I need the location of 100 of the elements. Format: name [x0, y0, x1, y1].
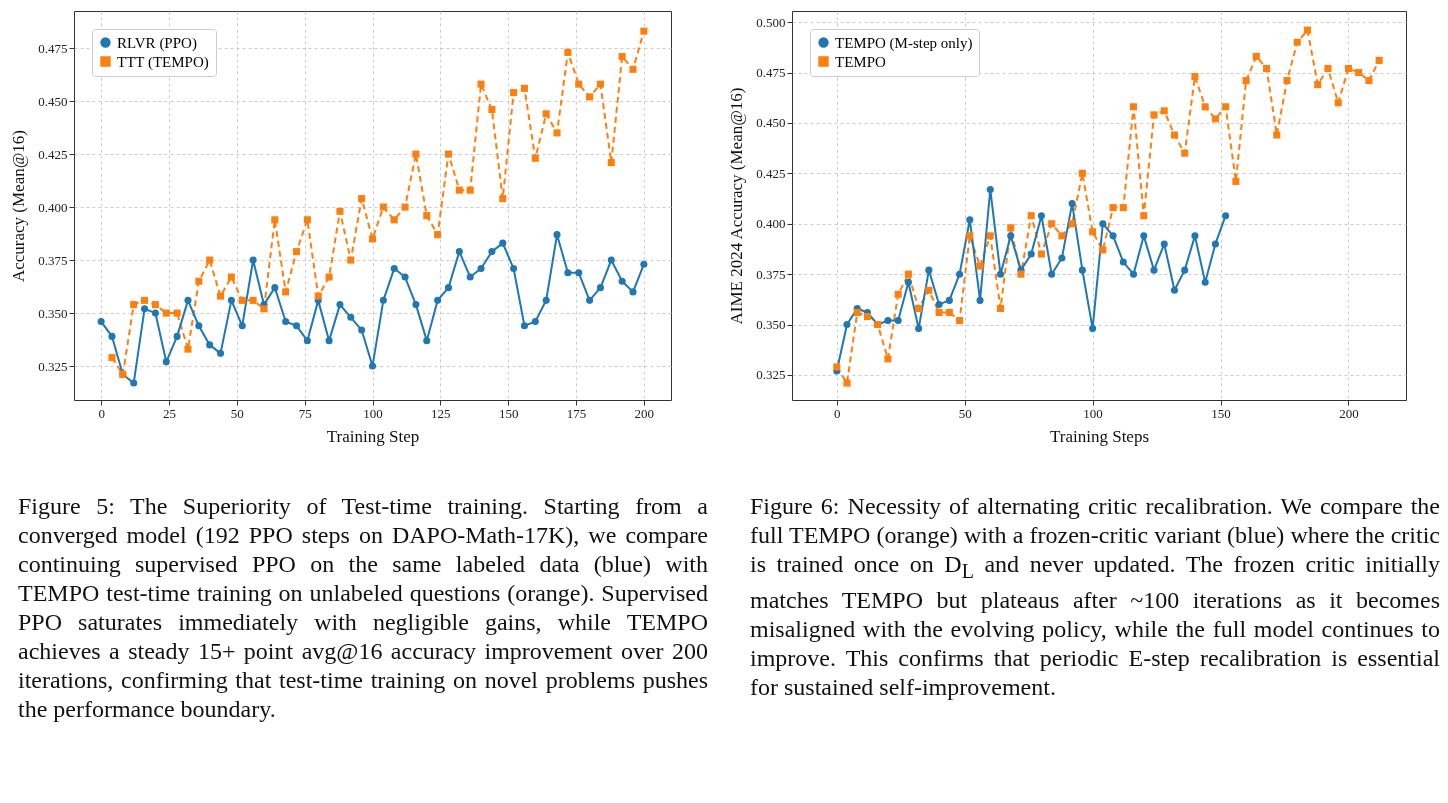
point	[184, 345, 192, 353]
point	[935, 300, 943, 308]
point	[1099, 246, 1107, 254]
point	[227, 296, 235, 304]
x-tick-label: 50	[958, 405, 972, 421]
point	[434, 296, 442, 304]
point	[1160, 107, 1168, 115]
point	[1027, 250, 1035, 258]
point	[966, 216, 974, 224]
point	[195, 322, 203, 330]
caption: Figure 5: The Superiority of Test-time training. Starting from a converged model (192 PPO steps on DAPO-Math-17K), we compare continuing supervised PPO on the same labeled data (blue) with TEMPO test-time training on unlabeled questions (orange). Supervised PPO saturates immediately with negligible gains, while TEMPO achieves a steady 15+ point avg@16 accuracy improvement over 200 iterations, confirming that test-time training on novel problems pushes the performance boundary.	[18, 492, 708, 724]
y-tick-label: 0.425	[38, 146, 68, 162]
point	[466, 273, 474, 281]
x-tick-label: 0	[834, 405, 841, 421]
point	[412, 150, 420, 158]
point	[249, 256, 257, 264]
point	[894, 290, 902, 298]
point	[542, 110, 550, 118]
point	[925, 286, 933, 294]
y-tick-label: 0.350	[38, 305, 68, 321]
point	[314, 292, 322, 300]
point	[1170, 131, 1179, 139]
x-tick-label: 200	[1339, 405, 1359, 421]
point	[390, 216, 398, 224]
point	[499, 239, 507, 247]
point	[325, 273, 333, 281]
y-tick-label: 0.425	[756, 165, 786, 181]
point	[1334, 99, 1342, 107]
point	[423, 337, 431, 345]
point	[575, 80, 583, 88]
point	[173, 332, 181, 340]
point	[1375, 56, 1383, 64]
x-tick-label: 125	[431, 405, 451, 421]
point	[271, 284, 279, 292]
point	[466, 186, 474, 194]
point	[945, 308, 953, 317]
point	[1150, 266, 1158, 274]
point	[510, 265, 518, 273]
point	[282, 288, 290, 296]
x-tick-label: 100	[363, 405, 383, 421]
point	[379, 296, 387, 304]
point	[162, 358, 170, 366]
point	[564, 48, 572, 56]
point	[292, 248, 301, 256]
point	[325, 337, 333, 345]
y-tick-label: 0.325	[38, 358, 68, 374]
point	[853, 308, 861, 317]
point	[596, 80, 604, 88]
y-tick-label: 0.350	[756, 317, 786, 333]
point	[206, 256, 214, 264]
point	[1232, 177, 1240, 185]
point	[434, 231, 442, 239]
point	[488, 248, 496, 256]
point	[292, 322, 301, 330]
point	[1130, 103, 1138, 111]
point	[1099, 220, 1107, 228]
point	[368, 362, 377, 370]
point	[542, 296, 550, 304]
point	[162, 309, 170, 317]
point	[520, 84, 528, 92]
x-axis-title: Training Steps	[1049, 426, 1150, 446]
point	[238, 322, 246, 330]
point	[1068, 200, 1076, 208]
point	[966, 232, 974, 240]
point	[1211, 240, 1219, 248]
point	[108, 332, 116, 340]
point	[1201, 103, 1209, 111]
point	[1201, 278, 1209, 286]
point	[401, 273, 409, 281]
point	[1048, 220, 1056, 228]
x-tick-label: 50	[230, 405, 244, 421]
point	[1078, 266, 1086, 274]
point	[1140, 232, 1148, 240]
y-tick-label: 0.475	[38, 40, 68, 56]
legend-label: TTT (TEMPO)	[117, 53, 209, 71]
point	[347, 256, 355, 264]
point	[531, 318, 539, 326]
point	[1242, 77, 1250, 85]
point	[956, 317, 964, 325]
point	[444, 150, 453, 158]
point	[986, 185, 994, 193]
point	[195, 277, 203, 285]
y-tick-label: 0.475	[756, 65, 786, 81]
point	[1252, 52, 1260, 60]
x-axis-title: Training Step	[326, 426, 420, 446]
point	[1027, 212, 1035, 220]
point	[151, 301, 159, 309]
x-tick-label: 75	[298, 405, 312, 421]
point	[1078, 169, 1086, 177]
point	[863, 312, 872, 321]
point	[1119, 204, 1127, 212]
point	[477, 80, 485, 88]
point	[1365, 77, 1373, 85]
point	[1130, 270, 1138, 278]
point	[575, 269, 583, 277]
point	[586, 93, 594, 101]
point	[217, 292, 225, 300]
point	[1211, 115, 1219, 123]
point	[238, 296, 246, 304]
point	[151, 309, 159, 317]
